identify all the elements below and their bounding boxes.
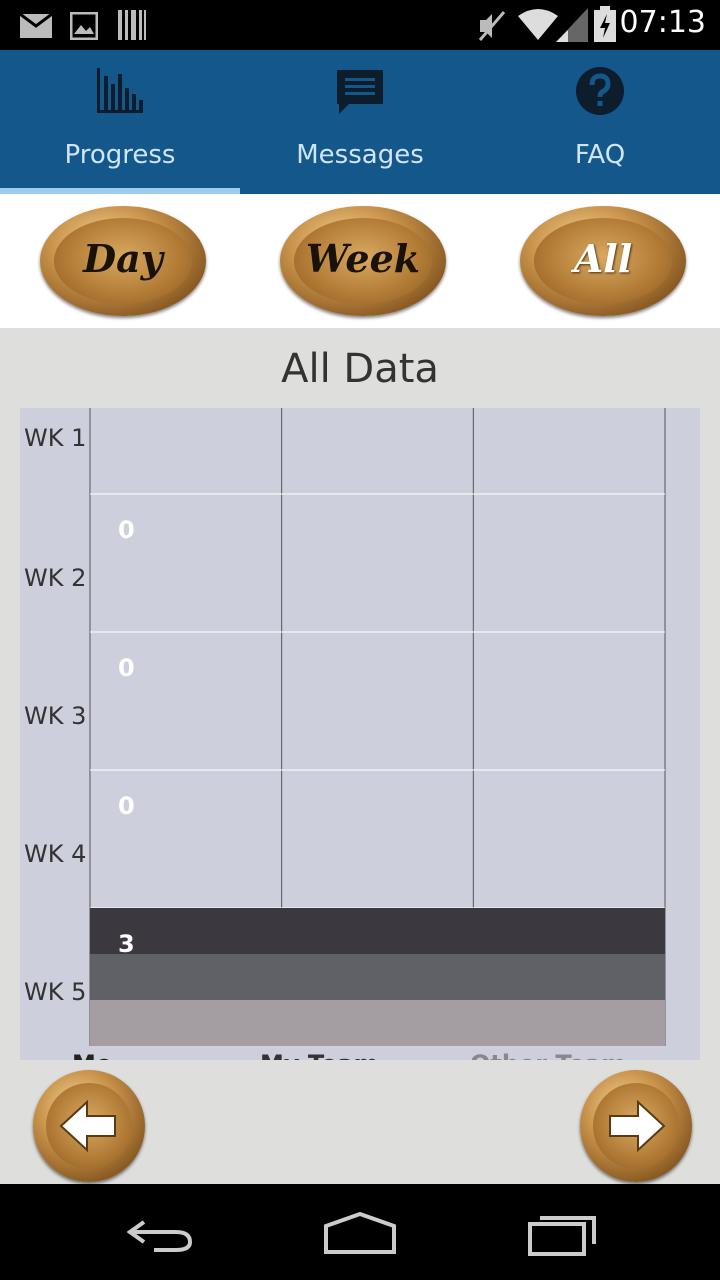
legend-label: Other Team: [470, 1050, 626, 1060]
back-arrow-button[interactable]: [33, 1070, 145, 1182]
chart-panel: All Data WK 1 WK 2 WK 3 WK 4 WK 5 0 0 0 3 Me My Te…: [0, 328, 720, 1184]
recents-icon[interactable]: [526, 1210, 598, 1256]
tab-progress-label: Progress: [64, 140, 176, 170]
message-icon: [337, 70, 383, 114]
data-label: 0: [118, 516, 135, 544]
mute-icon: [478, 11, 506, 41]
axis-tick-label: WK 2: [24, 564, 86, 592]
legend-label: My Team: [260, 1050, 379, 1060]
bar-other-team: [90, 1000, 665, 1046]
status-time: 07:13: [619, 5, 706, 40]
data-label: 0: [118, 792, 135, 820]
day-button-label: Day: [83, 236, 163, 281]
all-button[interactable]: All: [520, 206, 686, 316]
all-button-label: All: [573, 236, 633, 281]
tab-progress[interactable]: Progress: [0, 50, 240, 194]
axis-tick-label: WK 4: [24, 840, 86, 868]
tab-messages-label: Messages: [296, 140, 424, 170]
data-label: 3: [118, 930, 135, 958]
forward-arrow-button[interactable]: [580, 1070, 692, 1182]
system-nav-bar: [0, 1184, 720, 1280]
day-button[interactable]: Day: [40, 206, 206, 316]
app-header: Progress Messages FAQ: [0, 50, 720, 194]
signal-icon: [556, 8, 588, 42]
axis-tick-label: WK 5: [24, 978, 86, 1006]
chart: WK 1 WK 2 WK 3 WK 4 WK 5 0 0 0 3 Me My Team Other T…: [20, 408, 700, 1060]
data-label: 0: [118, 654, 135, 682]
image-icon: [70, 12, 98, 40]
back-icon[interactable]: [124, 1216, 196, 1256]
bar-my-team: [90, 954, 665, 1000]
forward-arrow-icon: [609, 1099, 666, 1153]
week-button[interactable]: Week: [280, 206, 446, 316]
help-icon: [576, 67, 624, 115]
range-selector: Day Week All: [0, 194, 720, 328]
mail-icon: [20, 14, 52, 38]
bar-chart-icon: [97, 68, 143, 113]
home-icon[interactable]: [322, 1212, 398, 1256]
tab-faq[interactable]: FAQ: [480, 50, 720, 194]
wifi-icon: [518, 9, 558, 40]
barcode-icon: [118, 10, 146, 40]
chart-title: All Data: [281, 346, 439, 392]
back-arrow-icon: [59, 1099, 116, 1153]
axis-tick-label: WK 3: [24, 702, 86, 730]
tab-faq-label: FAQ: [574, 140, 626, 170]
legend-label: Me: [72, 1050, 112, 1060]
axis-tick-label: WK 1: [24, 424, 86, 452]
status-bar: 07:13: [0, 0, 720, 50]
battery-icon: [594, 6, 616, 42]
week-button-label: Week: [305, 236, 421, 281]
bar-me: [90, 908, 665, 954]
tab-messages[interactable]: Messages: [240, 50, 480, 194]
